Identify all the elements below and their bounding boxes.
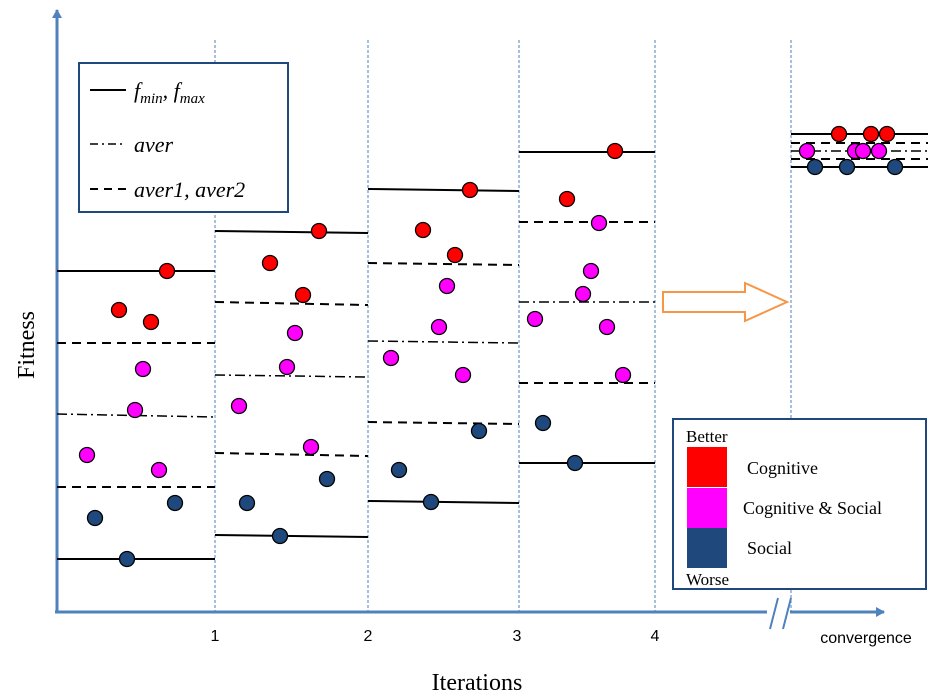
particle-social: [534, 414, 552, 432]
legend-dashdot-label: aver: [134, 132, 174, 157]
legend-swatch-social: [687, 528, 727, 568]
legend-solid-label: fmin, fmax: [134, 78, 205, 107]
particle-cognitive: [606, 142, 624, 160]
particle-cognitive-social: [230, 397, 248, 415]
particle-cognitive: [158, 262, 176, 280]
particle-cognitive-social: [798, 142, 816, 160]
particle-social: [390, 461, 408, 479]
axis-break-mark-2: [782, 597, 792, 630]
particle-social: [318, 470, 336, 488]
legend-better-label: Better: [686, 427, 728, 446]
particle-cognitive-social: [286, 324, 304, 342]
particle-cognitive: [110, 301, 128, 319]
particle-social: [271, 527, 289, 545]
fmax-line-iter3: [367, 188, 520, 192]
particle-cognitive: [142, 313, 160, 331]
aver-line-iter3: [367, 340, 520, 344]
group-legend: Better Cognitive Cognitive & Social Soci…: [672, 418, 927, 590]
particle-cognitive-social: [302, 438, 320, 456]
x-tick-4: 4: [651, 628, 660, 645]
aver-line-iter2: [214, 374, 369, 378]
aver2-line-iter2: [214, 452, 369, 457]
line-style-legend: fmin, fmax aver aver1, aver2: [78, 62, 289, 213]
particles: [78, 125, 904, 568]
particle-cognitive-social: [598, 318, 616, 336]
particle-cognitive: [878, 125, 896, 143]
particle-cognitive-social: [126, 401, 144, 419]
x-axis-title: Iterations: [432, 670, 523, 695]
particle-cognitive-social: [854, 142, 872, 160]
x-tick-3: 3: [513, 628, 522, 645]
particle-social: [86, 509, 104, 527]
legend-label-cognitive-social: Cognitive & Social: [743, 498, 882, 518]
particle-social: [886, 158, 904, 176]
legend-worse-label: Worse: [686, 570, 729, 589]
x-tick-1: 1: [211, 628, 220, 645]
particle-cognitive: [830, 125, 848, 143]
particle-cognitive: [862, 125, 880, 143]
particle-cognitive-social: [582, 262, 600, 280]
aver1-line-iter3: [367, 262, 520, 266]
aver1-line-iter2: [214, 301, 369, 306]
legend-swatch-cognitive: [687, 447, 727, 487]
particle-cognitive-social: [438, 277, 456, 295]
aver-line-iter1: [56, 413, 216, 418]
y-axis-title: Fitness: [14, 311, 40, 379]
particle-cognitive: [310, 222, 328, 240]
particle-cognitive: [558, 190, 576, 208]
particle-cognitive-social: [382, 349, 400, 367]
x-tick-2: 2: [364, 628, 373, 645]
particle-cognitive-social: [590, 214, 608, 232]
level-lines: [56, 133, 928, 560]
particle-social: [238, 494, 256, 512]
x-tick-convergence: convergence: [820, 630, 912, 647]
aver2-line-iter3: [367, 421, 520, 425]
fmin-line-iter3: [367, 500, 520, 504]
particle-social: [838, 158, 856, 176]
fmin-line-iter2: [214, 534, 369, 538]
particle-cognitive-social: [614, 366, 632, 384]
particle-social: [422, 493, 440, 511]
particle-cognitive-social: [526, 310, 544, 328]
particle-cognitive-social: [150, 461, 168, 479]
particle-social: [806, 158, 824, 176]
line-legend-box: [78, 62, 289, 213]
fmax-line-iter2: [214, 230, 369, 234]
particle-cognitive: [446, 246, 464, 264]
particle-cognitive: [294, 286, 312, 304]
particle-cognitive-social: [278, 358, 296, 376]
particle-cognitive-social: [78, 446, 96, 464]
particle-cognitive-social: [430, 318, 448, 336]
legend-swatch-cognitive-social: [687, 488, 727, 528]
particle-cognitive-social: [134, 360, 152, 378]
particle-social: [566, 454, 584, 472]
legend-label-social: Social: [747, 538, 792, 558]
particle-cognitive-social: [870, 142, 888, 160]
convergence-arrow: [662, 281, 790, 323]
particle-social: [166, 494, 184, 512]
particle-cognitive: [461, 181, 479, 199]
particle-cognitive-social: [574, 285, 592, 303]
particle-cognitive: [261, 254, 279, 272]
particle-cognitive: [414, 221, 432, 239]
legend-label-cognitive: Cognitive: [747, 458, 818, 478]
axis-break-mark-1: [769, 597, 779, 630]
particle-social: [470, 422, 488, 440]
legend-dashed-label: aver1, aver2: [134, 177, 245, 202]
particle-social: [118, 550, 136, 568]
particle-cognitive-social: [454, 366, 472, 384]
